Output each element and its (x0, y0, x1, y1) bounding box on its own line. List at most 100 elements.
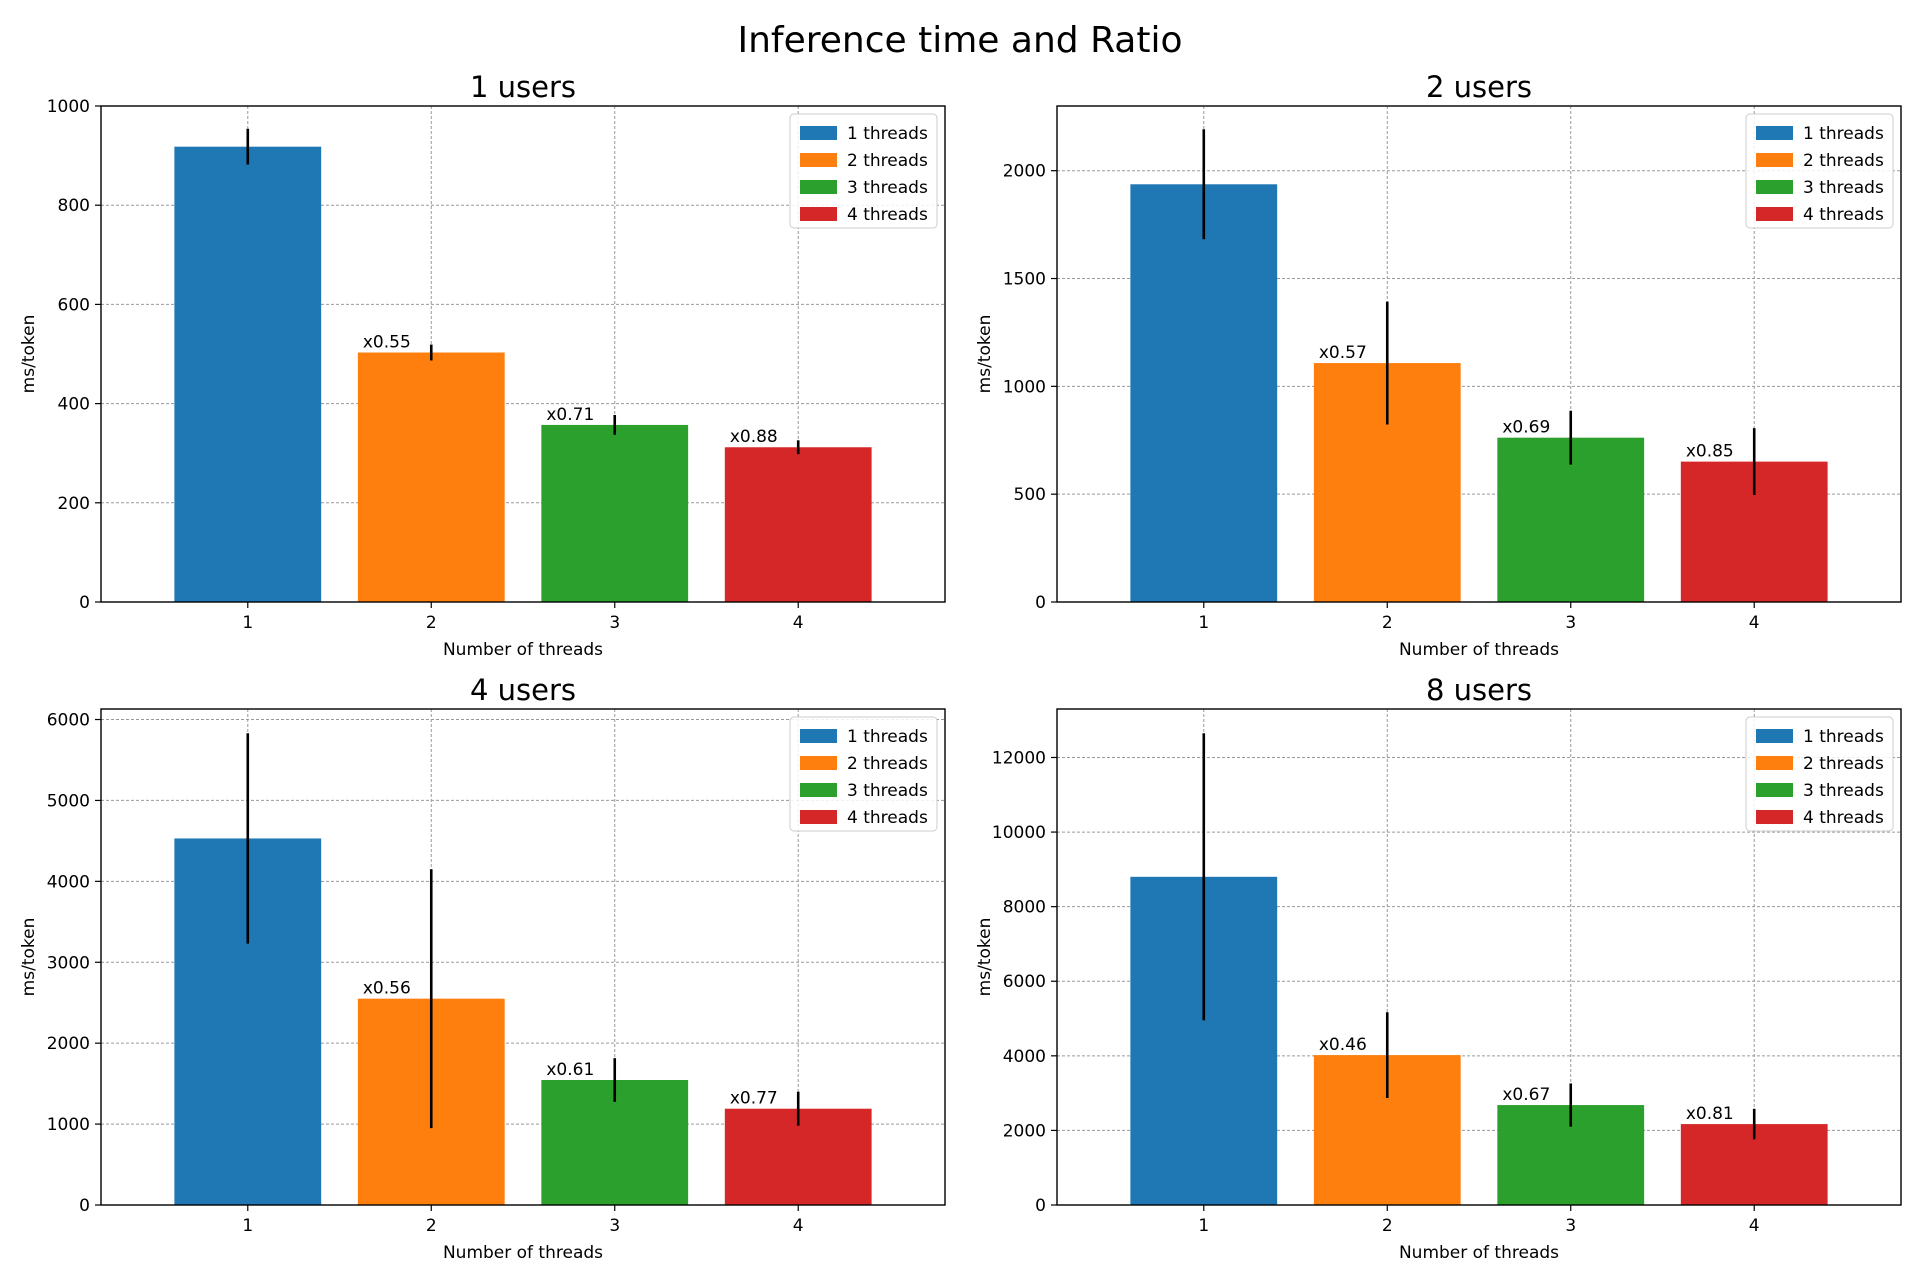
y-tick-label: 400 (58, 395, 90, 415)
legend-swatch (1756, 756, 1793, 770)
legend-swatch (1756, 810, 1793, 824)
subplot-title: 1 users (470, 70, 576, 104)
legend-box (1745, 716, 1894, 832)
ratio-label: x0.61 (546, 1060, 594, 1080)
legend: 1 threads 2 threads 3 threads 4 threads (789, 113, 938, 229)
legend-swatch (1756, 783, 1793, 797)
y-axis-label: ms/token (975, 918, 995, 997)
y-tick-label: 6000 (47, 711, 90, 731)
x-tick-label: 2 (1382, 1216, 1393, 1236)
legend: 1 threads 2 threads 3 threads 4 threads (789, 716, 938, 832)
subplot-3: x0.56 x0.61 x0.77 0 1000 2000 3000 4000 5000 6000… (19, 673, 946, 1263)
legend-entry: 1 threads (1803, 124, 1884, 144)
figure-title: Inference time and Ratio (738, 20, 1183, 61)
ratio-label: x0.85 (1686, 442, 1734, 462)
y-tick-label: 1000 (1003, 377, 1046, 397)
x-axis-label: Number of threads (1399, 640, 1559, 660)
legend-swatch (1756, 153, 1793, 167)
y-tick-label: 10000 (992, 823, 1046, 843)
axes-frame (1056, 708, 1902, 1206)
ratio-label: x0.67 (1502, 1085, 1550, 1105)
y-tick-label: 2000 (47, 1034, 90, 1054)
x-axis-label: Number of threads (443, 640, 603, 660)
legend-box (789, 113, 938, 229)
y-tick-label: 200 (58, 494, 90, 514)
ratio-label: x0.56 (363, 979, 411, 999)
legend-swatch (800, 153, 837, 167)
legend-entry: 3 threads (847, 781, 928, 801)
axes-frame (1056, 105, 1902, 603)
y-tick-label: 0 (79, 1196, 90, 1216)
x-tick-label: 4 (793, 613, 804, 633)
y-axis-label: ms/token (19, 918, 39, 997)
y-tick-label: 12000 (992, 748, 1046, 768)
y-tick-label: 800 (58, 196, 90, 216)
axes-frame (100, 708, 946, 1206)
ratio-label: x0.81 (1686, 1104, 1734, 1124)
y-tick-label: 8000 (1003, 898, 1046, 918)
legend-box (1745, 113, 1894, 229)
y-axis-label: ms/token (975, 315, 995, 394)
ratio-label: x0.88 (730, 427, 778, 447)
ratio-label: x0.77 (730, 1089, 778, 1109)
subplot-title: 2 users (1426, 70, 1532, 104)
y-tick-label: 1500 (1003, 270, 1046, 290)
y-tick-label: 5000 (47, 791, 90, 811)
subplot-title: 4 users (470, 673, 576, 707)
x-tick-label: 1 (1198, 613, 1209, 633)
bar-4 (724, 447, 872, 602)
legend-swatch (800, 783, 837, 797)
x-tick-label: 1 (242, 613, 253, 633)
bar-1 (174, 146, 322, 602)
legend-entry: 2 threads (1803, 151, 1884, 171)
x-tick-label: 4 (1749, 613, 1760, 633)
bar-3 (1497, 437, 1645, 602)
legend-swatch (800, 729, 837, 743)
ratio-label: x0.71 (546, 405, 594, 425)
legend-entry: 2 threads (847, 754, 928, 774)
legend-swatch (800, 810, 837, 824)
x-tick-label: 2 (426, 1216, 437, 1236)
ratio-label: x0.46 (1319, 1035, 1367, 1055)
bar-1 (1130, 184, 1278, 602)
legend-swatch (1756, 729, 1793, 743)
legend-swatch (1756, 180, 1793, 194)
legend-swatch (800, 180, 837, 194)
x-tick-label: 1 (1198, 1216, 1209, 1236)
y-axis-label: ms/token (19, 315, 39, 394)
subplot-1: x0.55 x0.71 x0.88 0 200 400 600 800 1000 1 2 3 4 Numb… (19, 70, 946, 660)
y-tick-label: 1000 (47, 1115, 90, 1135)
x-tick-label: 3 (1565, 613, 1576, 633)
axes-frame (100, 105, 946, 603)
bar-2 (357, 352, 505, 602)
x-tick-label: 2 (1382, 613, 1393, 633)
legend-entry: 3 threads (847, 178, 928, 198)
ratio-label: x0.57 (1319, 343, 1367, 363)
legend: 1 threads 2 threads 3 threads 4 threads (1745, 716, 1894, 832)
legend-entry: 4 threads (847, 205, 928, 225)
x-tick-label: 4 (1749, 1216, 1760, 1236)
y-tick-label: 4000 (47, 872, 90, 892)
x-tick-label: 4 (793, 1216, 804, 1236)
legend-box (789, 716, 938, 832)
x-tick-label: 1 (242, 1216, 253, 1236)
legend-entry: 3 threads (1803, 178, 1884, 198)
x-tick-label: 2 (426, 613, 437, 633)
legend-entry: 4 threads (847, 808, 928, 828)
bar-3 (541, 424, 689, 602)
ratio-label: x0.55 (363, 333, 411, 353)
y-tick-label: 1000 (47, 97, 90, 117)
legend-entry: 2 threads (1803, 754, 1884, 774)
y-tick-label: 0 (79, 593, 90, 613)
y-tick-label: 500 (1014, 485, 1046, 505)
y-tick-label: 6000 (1003, 972, 1046, 992)
x-tick-label: 3 (609, 613, 620, 633)
subplot-title: 8 users (1426, 673, 1532, 707)
legend-entry: 3 threads (1803, 781, 1884, 801)
legend-swatch (1756, 207, 1793, 221)
y-tick-label: 0 (1035, 1196, 1046, 1216)
y-tick-label: 2000 (1003, 162, 1046, 182)
x-axis-label: Number of threads (1399, 1243, 1559, 1263)
